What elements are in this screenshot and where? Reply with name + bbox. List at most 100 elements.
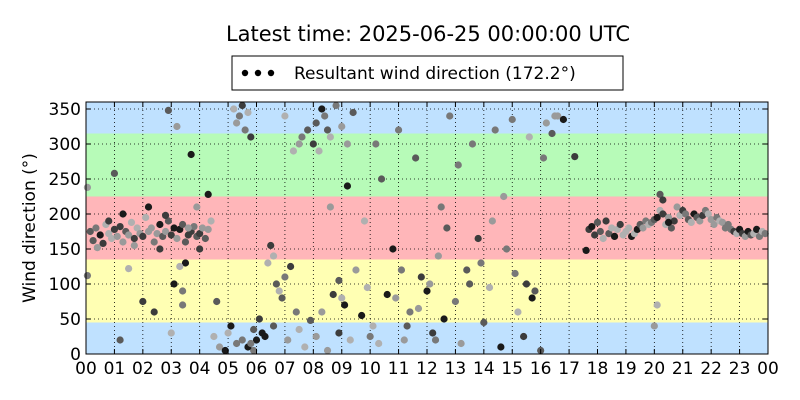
data-point: [480, 318, 488, 327]
x-tick-label: 10: [359, 359, 381, 379]
data-point: [93, 244, 101, 252]
data-point: [406, 308, 414, 316]
data-point: [403, 322, 411, 330]
data-point: [667, 224, 675, 232]
data-point: [304, 126, 312, 134]
data-point: [323, 126, 332, 134]
data-point: [247, 339, 255, 348]
data-point: [352, 266, 360, 274]
data-point: [125, 231, 133, 239]
data-point: [116, 223, 124, 231]
data-point: [269, 322, 278, 330]
data-point: [437, 203, 445, 211]
x-tick-label: 11: [388, 359, 410, 379]
data-point: [130, 234, 138, 243]
x-tick-label: 16: [530, 359, 552, 379]
data-point: [107, 234, 116, 243]
data-point: [608, 224, 616, 232]
data-point: [446, 112, 454, 120]
data-point: [710, 220, 718, 229]
data-point: [340, 301, 349, 309]
data-point: [659, 210, 667, 218]
data-point: [233, 339, 241, 348]
data-point: [173, 122, 181, 131]
data-point: [198, 224, 207, 232]
y-tick-label: 250: [49, 170, 81, 190]
data-point: [252, 336, 261, 344]
data-point: [664, 218, 673, 226]
x-tick-label: 06: [246, 359, 268, 379]
data-point: [144, 203, 153, 211]
data-point: [343, 140, 352, 148]
x-tick-label: 14: [473, 359, 495, 379]
data-point: [318, 105, 326, 113]
data-point: [83, 183, 92, 191]
data-point: [434, 252, 442, 260]
data-point: [625, 224, 633, 232]
data-point: [528, 294, 536, 302]
data-point: [261, 332, 269, 341]
data-point: [323, 346, 332, 355]
data-point: [696, 217, 704, 225]
data-point: [89, 237, 97, 245]
x-tick-label: 21: [672, 359, 694, 379]
data-point: [360, 217, 369, 225]
data-point: [301, 343, 309, 351]
data-point: [753, 225, 761, 233]
x-tick-label: 15: [501, 359, 523, 379]
data-point: [511, 269, 519, 278]
data-point: [375, 339, 383, 348]
data-point: [161, 227, 170, 236]
data-point: [653, 213, 661, 222]
data-point: [335, 276, 343, 285]
x-tick-label: 18: [587, 359, 609, 379]
data-point: [238, 101, 246, 110]
data-point: [616, 220, 624, 229]
data-point: [147, 224, 155, 232]
data-point: [318, 308, 326, 316]
data-point: [457, 339, 465, 348]
data-point: [312, 119, 320, 127]
data-point: [400, 336, 408, 344]
data-point: [377, 175, 386, 183]
data-point: [289, 147, 298, 155]
data-point: [474, 234, 482, 243]
x-tick-label: 20: [644, 359, 666, 379]
data-point: [392, 294, 400, 302]
data-point: [412, 154, 420, 162]
data-point: [338, 122, 346, 131]
data-point: [281, 273, 289, 281]
x-tick-label: 23: [729, 359, 751, 379]
data-point: [170, 280, 178, 288]
data-point: [119, 210, 127, 218]
x-tick-label: 02: [132, 359, 154, 379]
data-point: [125, 265, 133, 273]
data-point: [83, 272, 92, 280]
data-point: [105, 217, 113, 225]
data-point: [718, 218, 727, 226]
data-point: [389, 245, 397, 253]
data-point: [417, 273, 425, 281]
data-point: [176, 262, 184, 271]
data-point: [255, 315, 263, 323]
data-point: [591, 231, 599, 239]
x-tick-label: 01: [104, 359, 126, 379]
data-point: [673, 203, 681, 211]
data-point: [190, 223, 198, 231]
legend-marker-dot: [267, 69, 275, 77]
data-point: [130, 241, 138, 250]
y-tick-label: 350: [49, 100, 81, 120]
data-point: [181, 259, 190, 267]
x-tick-label: 19: [615, 359, 637, 379]
data-point: [116, 336, 124, 344]
data-point: [369, 322, 377, 330]
data-point: [292, 308, 300, 316]
data-point: [426, 280, 434, 288]
legend-label: Resultant wind direction (172.2°): [294, 64, 576, 84]
data-point: [582, 246, 590, 254]
data-point: [596, 227, 604, 236]
x-tick-label: 09: [331, 359, 353, 379]
data-point: [656, 190, 664, 198]
data-point: [332, 101, 340, 110]
